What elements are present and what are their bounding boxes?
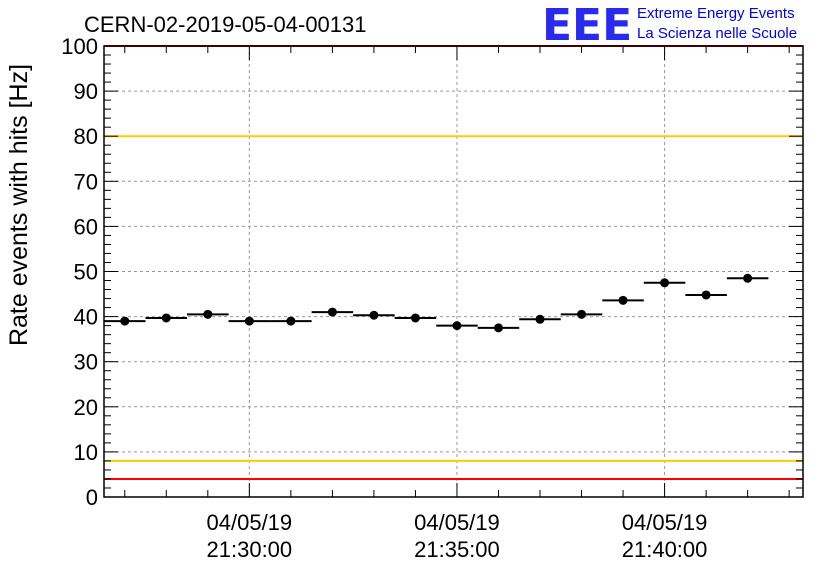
y-tick-label: 0: [86, 485, 98, 510]
data-point: [535, 314, 545, 324]
grid: [104, 46, 803, 497]
axis-ticks: [104, 45, 803, 498]
y-tick-label: 60: [74, 214, 98, 239]
y-axis-label: Rate events with hits [Hz]: [5, 64, 33, 346]
y-tick-label: 90: [74, 79, 98, 104]
data-point: [327, 307, 337, 317]
logo-mark: EEE: [542, 0, 632, 51]
data-point: [493, 323, 503, 333]
y-tick-label: 30: [74, 350, 98, 375]
x-tick-time-label: 21:35:00: [414, 537, 500, 562]
data-point: [618, 295, 628, 305]
data-point: [701, 290, 711, 300]
x-tick-date-label: 04/05/19: [414, 510, 500, 535]
logo-line-1: Extreme Energy Events: [637, 5, 795, 22]
data-point: [286, 316, 296, 326]
data-point: [660, 278, 670, 288]
y-tick-label: 80: [74, 124, 98, 149]
y-tick-label: 70: [74, 169, 98, 194]
data-point: [410, 313, 420, 323]
x-tick-date-label: 04/05/19: [622, 510, 708, 535]
x-tick-time-label: 21:40:00: [622, 537, 708, 562]
run-id-title: CERN-02-2019-05-04-00131: [84, 12, 367, 37]
data-point: [577, 309, 587, 319]
y-tick-label: 40: [74, 305, 98, 330]
data-point: [452, 321, 462, 331]
data-point: [203, 309, 213, 319]
y-tick-label: 100: [61, 34, 98, 59]
x-tick-labels: 04/05/1921:30:0004/05/1921:35:0004/05/19…: [207, 510, 708, 562]
eee-logo: EEE Extreme Energy Events La Scienza nel…: [542, 0, 797, 51]
data-point: [161, 313, 171, 323]
y-tick-label: 20: [74, 395, 98, 420]
data-point: [120, 316, 130, 326]
x-tick-date-label: 04/05/19: [207, 510, 293, 535]
y-tick-label: 50: [74, 260, 98, 285]
logo-line-2: La Scienza nelle Scuole: [637, 25, 797, 42]
reference-lines: [104, 45, 803, 480]
data-point: [369, 310, 379, 320]
y-tick-labels: 0 10 20 30 40 50 60 70 80 90 100: [61, 34, 98, 510]
data-points: [104, 273, 769, 333]
x-tick-time-label: 21:30:00: [207, 537, 293, 562]
y-tick-label: 10: [74, 440, 98, 465]
data-point: [743, 273, 753, 283]
data-point: [244, 316, 254, 326]
